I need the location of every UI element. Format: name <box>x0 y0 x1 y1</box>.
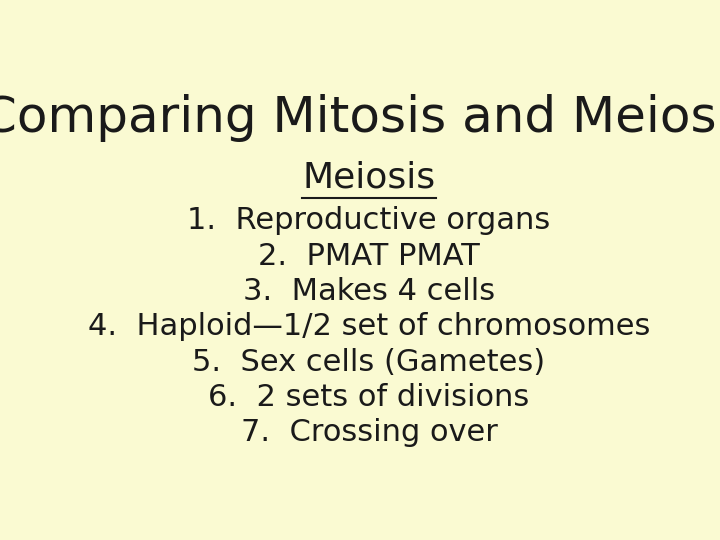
Text: 2.  PMAT PMAT: 2. PMAT PMAT <box>258 241 480 271</box>
Text: Comparing Mitosis and Meiosis: Comparing Mitosis and Meiosis <box>0 94 720 142</box>
Text: 4.  Haploid—1/2 set of chromosomes: 4. Haploid—1/2 set of chromosomes <box>88 312 650 341</box>
Text: 1.  Reproductive organs: 1. Reproductive organs <box>187 206 551 235</box>
Text: 6.  2 sets of divisions: 6. 2 sets of divisions <box>208 383 530 412</box>
Text: 7.  Crossing over: 7. Crossing over <box>240 418 498 447</box>
Text: 5.  Sex cells (Gametes): 5. Sex cells (Gametes) <box>192 348 546 376</box>
Text: 3.  Makes 4 cells: 3. Makes 4 cells <box>243 277 495 306</box>
Text: Meiosis: Meiosis <box>302 160 436 194</box>
